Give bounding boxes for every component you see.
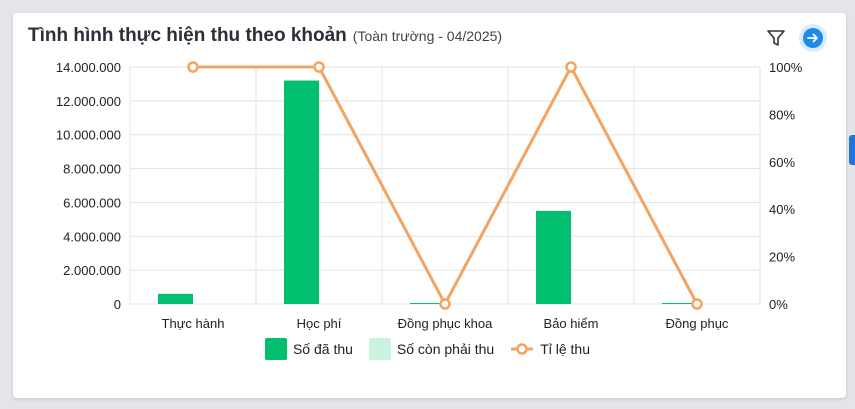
y-left-tick-label: 12.000.000	[56, 94, 121, 109]
rate-point	[691, 298, 703, 310]
legend-swatch	[368, 338, 391, 360]
legend-item[interactable]: Số còn phải thu	[368, 338, 495, 360]
y-right-tick-label: 20%	[769, 250, 795, 265]
legend-label: Số còn phải thu	[396, 341, 495, 357]
y-left-tick-label: 8.000.000	[63, 162, 121, 177]
legend-label: Tỉ lệ thu	[540, 341, 591, 357]
rate-point	[313, 61, 325, 73]
chart-card: Tình hình thực hiện thu theo khoản (Toàn…	[13, 13, 846, 398]
bar-collected	[536, 210, 571, 304]
legend-line-marker	[511, 343, 534, 355]
navigate-button[interactable]	[799, 24, 827, 52]
x-tick-label: Bảo hiểm	[544, 316, 599, 331]
legend-label: Số đã thu	[292, 341, 353, 357]
x-tick-label: Học phí	[297, 316, 342, 331]
y-left-tick-label: 14.000.000	[56, 60, 121, 75]
y-left-tick-label: 2.000.000	[63, 263, 121, 278]
chart-legend: Số đã thu Số còn phải thu Tỉ lệ thu	[0, 338, 855, 360]
y-left-tick-label: 10.000.000	[56, 128, 121, 143]
x-tick-label: Đồng phục	[666, 316, 729, 331]
filter-icon	[767, 30, 785, 46]
bar-collected	[284, 80, 319, 305]
y-right-tick-label: 40%	[769, 202, 795, 217]
x-tick-label: Thực hành	[162, 316, 225, 331]
y-left-tick-label: 6.000.000	[63, 195, 121, 210]
rate-point	[187, 61, 199, 73]
y-right-tick-label: 100%	[769, 60, 803, 75]
rate-line	[193, 65, 699, 306]
rate-point	[565, 61, 577, 73]
y-right-tick-label: 0%	[769, 297, 788, 312]
arrow-right-icon	[803, 28, 823, 48]
bar-collected	[410, 303, 445, 304]
title-row: Tình hình thực hiện thu theo khoản (Toàn…	[28, 25, 502, 47]
x-tick-label: Đồng phục khoa	[398, 316, 493, 331]
chart-title: Tình hình thực hiện thu theo khoản	[28, 25, 347, 46]
chart-subtitle: (Toàn trường - 04/2025)	[352, 28, 503, 44]
bar-collected	[662, 303, 697, 304]
y-left-tick-label: 0	[114, 297, 121, 312]
bar-collected	[158, 293, 193, 304]
rate-point	[439, 298, 451, 310]
y-left-tick-label: 4.000.000	[63, 229, 121, 244]
legend-swatch	[264, 338, 287, 360]
y-right-tick-label: 60%	[769, 155, 795, 170]
filter-button[interactable]	[763, 25, 789, 51]
legend-item[interactable]: Số đã thu	[264, 338, 353, 360]
side-panel-handle[interactable]	[849, 135, 855, 165]
legend-item[interactable]: Tỉ lệ thu	[510, 338, 590, 360]
y-right-tick-label: 80%	[769, 107, 795, 122]
